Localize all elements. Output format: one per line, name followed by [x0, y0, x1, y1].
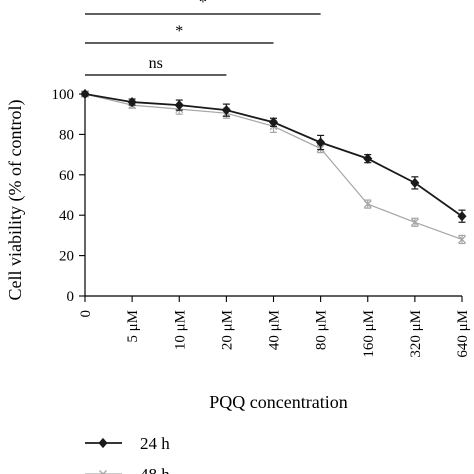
- x-tick-label: 0: [78, 310, 94, 318]
- data-point: [127, 96, 137, 108]
- data-point: [80, 88, 90, 100]
- data-point: [363, 200, 372, 209]
- data-point: [316, 137, 326, 148]
- data-point: [457, 211, 467, 222]
- data-point: [174, 100, 184, 111]
- x-tick-label: 10 μM: [172, 310, 188, 350]
- x-tick-label: 640 μM: [455, 310, 471, 358]
- series-48-h: [81, 90, 466, 245]
- x-tick-label: 80 μM: [314, 310, 330, 350]
- data-point: [268, 117, 279, 128]
- x-axis-title: PQQ concentration: [209, 392, 347, 412]
- legend-item: 24 h: [85, 434, 170, 453]
- y-axis-title: Cell viability (% of control): [5, 100, 26, 301]
- legend-item: 48 h: [85, 465, 170, 474]
- legend-label: 48 h: [140, 465, 170, 474]
- x-tick-label: 5 μM: [125, 310, 141, 343]
- x-tick-label: 40 μM: [267, 310, 283, 350]
- series-line: [84, 93, 463, 241]
- data-series: [80, 88, 467, 245]
- significance-label: *: [199, 0, 207, 11]
- data-point: [99, 470, 107, 474]
- x-tick-label: 160 μM: [361, 310, 377, 358]
- data-point: [221, 105, 231, 116]
- y-tick-label: 60: [59, 168, 74, 184]
- data-point: [98, 437, 108, 449]
- y-tick-label: 20: [59, 249, 74, 265]
- significance-label: ns: [149, 55, 163, 72]
- legend: 24 h 48 h: [85, 434, 170, 474]
- data-point: [410, 177, 420, 188]
- y-tick-label: 100: [52, 87, 75, 103]
- series-24-h: [80, 88, 467, 223]
- significance-brackets: * * ns: [85, 0, 321, 76]
- data-point: [458, 235, 466, 244]
- series-line: [84, 93, 463, 217]
- x-tick-label: 20 μM: [219, 310, 235, 350]
- y-tick-label: 0: [67, 289, 75, 305]
- legend-label: 24 h: [140, 434, 170, 453]
- significance-label: *: [175, 23, 183, 40]
- y-axis-ticks: 0 20 40 60 80 100: [52, 87, 85, 305]
- x-axis-ticks: 0 5 μM 10 μM 20 μM 40 μM 80 μM 160 μM 320 μM 640…: [78, 296, 471, 358]
- y-tick-label: 80: [59, 127, 74, 143]
- data-point: [363, 153, 373, 164]
- data-point: [410, 218, 419, 227]
- y-tick-label: 40: [59, 208, 74, 224]
- x-tick-label: 320 μM: [408, 310, 424, 358]
